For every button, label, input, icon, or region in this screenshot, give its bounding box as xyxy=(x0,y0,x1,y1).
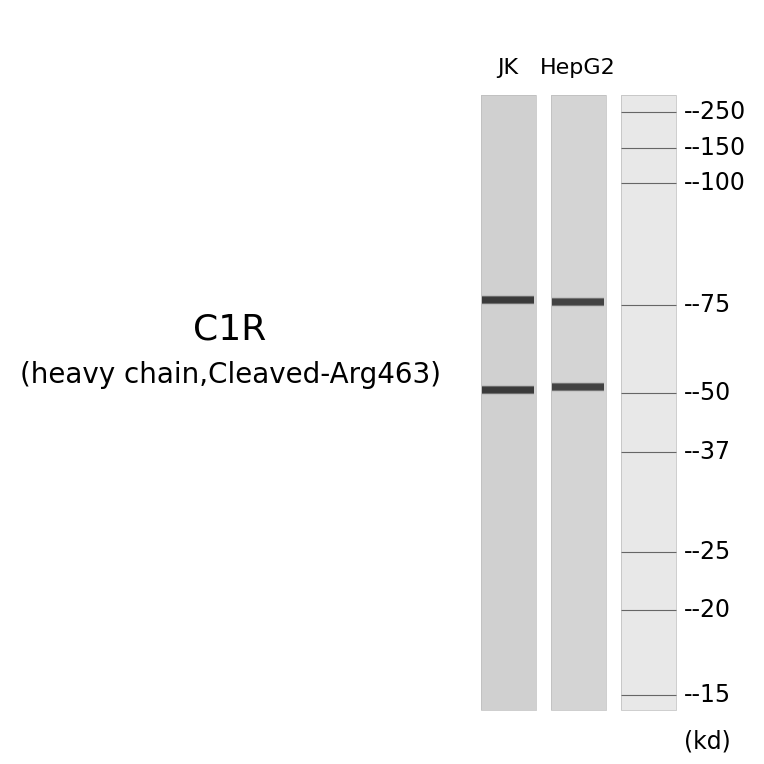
Text: --20: --20 xyxy=(684,598,730,622)
Text: --75: --75 xyxy=(684,293,730,317)
Text: JK: JK xyxy=(497,58,519,78)
Text: C1R: C1R xyxy=(193,313,267,347)
Text: --50: --50 xyxy=(684,381,730,405)
Bar xyxy=(551,95,606,710)
Text: --15: --15 xyxy=(684,683,730,707)
Bar xyxy=(620,95,675,710)
Text: --100: --100 xyxy=(684,171,746,195)
Bar xyxy=(620,95,675,710)
Bar xyxy=(481,95,536,710)
Bar xyxy=(481,95,536,710)
Text: --150: --150 xyxy=(684,136,746,160)
Text: (kd): (kd) xyxy=(684,730,730,754)
Text: --25: --25 xyxy=(684,540,730,564)
Text: --37: --37 xyxy=(684,440,730,464)
Text: HepG2: HepG2 xyxy=(540,58,616,78)
Text: --250: --250 xyxy=(684,100,746,124)
Text: (heavy chain,Cleaved-Arg463): (heavy chain,Cleaved-Arg463) xyxy=(20,361,441,389)
Bar xyxy=(551,95,606,710)
